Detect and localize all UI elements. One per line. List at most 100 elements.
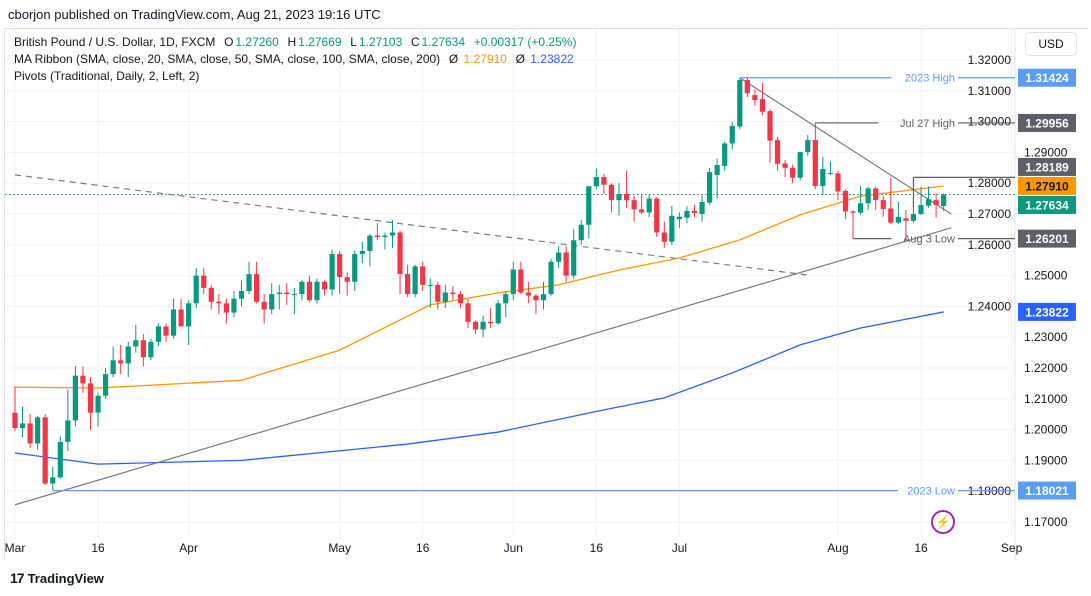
price-tick-label: 1.31000 xyxy=(968,84,1012,98)
candle-up xyxy=(291,294,297,296)
level-badge: 1.18021 xyxy=(1025,484,1069,498)
level-badge: 1.31424 xyxy=(1025,71,1069,85)
level-badge: 1.29956 xyxy=(1025,116,1069,130)
price-tick-label: 1.26000 xyxy=(968,238,1012,252)
candle-up xyxy=(133,340,139,347)
candle-down xyxy=(631,200,637,210)
candle-up xyxy=(299,281,305,295)
candle-down xyxy=(284,292,290,295)
footer-logo[interactable]: 17 TradingView xyxy=(10,570,104,586)
candle-up xyxy=(646,198,652,213)
legend-ma-row[interactable]: MA Ribbon (SMA, close, 20, SMA, close, 5… xyxy=(14,52,576,66)
candle-down xyxy=(337,254,343,278)
candle-down xyxy=(435,284,441,302)
price-tick-label: 1.32000 xyxy=(968,53,1012,67)
last-price-badge-bg xyxy=(1018,195,1076,214)
candle-down xyxy=(563,252,569,276)
candle-up xyxy=(269,294,275,310)
candle-up xyxy=(65,420,71,442)
candle-up xyxy=(578,224,584,241)
candle-up xyxy=(148,341,154,358)
candle-down xyxy=(118,360,124,364)
close-label: C xyxy=(410,35,420,49)
candle-up xyxy=(684,210,690,218)
sma50-badge-bg xyxy=(1018,176,1076,195)
candle-down xyxy=(420,266,426,285)
candle-up xyxy=(895,216,901,223)
candle-down xyxy=(405,274,411,295)
candle-down xyxy=(525,292,531,296)
level-label: Jul 27 High xyxy=(900,118,955,130)
time-tick-label: Apr xyxy=(179,541,198,555)
lightning-icon[interactable]: ⚡ xyxy=(931,510,955,534)
candle-up xyxy=(941,194,947,206)
candle-up xyxy=(155,326,162,342)
candle-up xyxy=(827,173,833,175)
candle-down xyxy=(450,292,456,295)
price-tick-label: 1.19000 xyxy=(1024,453,1068,467)
sma50-badge: 1.27910 xyxy=(1025,179,1069,193)
candle-down xyxy=(216,301,222,304)
pivots-label: Pivots (Traditional, Daily, 2, Left, 2) xyxy=(14,69,200,83)
candles xyxy=(12,77,947,491)
candle-up xyxy=(910,214,917,221)
candle-up xyxy=(170,309,177,336)
candle-up xyxy=(19,423,26,429)
candle-up xyxy=(480,321,486,330)
candle-up xyxy=(231,298,237,313)
level-label: 2023 High xyxy=(905,73,955,85)
candle-down xyxy=(80,375,86,384)
level-badge: 1.26201 xyxy=(1025,232,1069,246)
price-tick-label: 1.27000 xyxy=(968,207,1012,221)
time-tick-label: Mar xyxy=(5,541,26,555)
time-axis: Mar 16 Apr May 16 Jun 16 Jul Aug 16 Sep xyxy=(5,541,1023,555)
candle-up xyxy=(367,235,373,251)
currency-button[interactable]: USD xyxy=(1025,32,1077,56)
candle-up xyxy=(382,235,388,238)
candle-up xyxy=(359,250,365,255)
price-tick-label: 1.29000 xyxy=(1024,145,1068,159)
time-tick-label: Jul xyxy=(672,541,687,555)
time-tick-label: Sep xyxy=(1001,541,1023,555)
candle-up xyxy=(593,177,599,187)
candle-down xyxy=(623,193,630,201)
open-value: 1.27260 xyxy=(235,35,279,49)
candle-down xyxy=(87,383,94,413)
candle-up xyxy=(669,215,675,242)
level-label: 2023 Low xyxy=(907,486,955,498)
sma200-badge: 1.23822 xyxy=(1025,305,1069,319)
candle-up xyxy=(412,266,418,295)
tradingview-logo-icon: 17 xyxy=(10,570,25,586)
price-tick-label: 1.21000 xyxy=(1024,392,1068,406)
candle-down xyxy=(790,167,796,178)
candle-up xyxy=(737,80,743,127)
low-value: 1.27103 xyxy=(358,35,403,49)
time-tick-label: May xyxy=(328,541,351,555)
sma200-line xyxy=(14,311,944,465)
candle-down xyxy=(608,184,615,201)
price-tick-label: 1.23000 xyxy=(1024,330,1068,344)
candle-down xyxy=(397,232,403,275)
level-badge-bg xyxy=(1018,113,1076,132)
legend-pivots-row[interactable]: Pivots (Traditional, Daily, 2, Left, 2) xyxy=(14,69,201,83)
candle-up xyxy=(820,169,826,186)
candle-down xyxy=(933,200,939,206)
candle-down xyxy=(903,218,909,221)
ma-ribbon-label: MA Ribbon (SMA, close, 20, SMA, close, 5… xyxy=(14,52,441,66)
candle-down xyxy=(306,281,313,301)
candle-down xyxy=(654,198,660,233)
candle-down xyxy=(888,208,894,223)
chart-frame xyxy=(4,28,1088,561)
candle-up xyxy=(72,375,78,421)
level-badge-bg xyxy=(1018,481,1076,500)
candle-up xyxy=(35,417,41,444)
candle-up xyxy=(510,269,516,295)
candle-up xyxy=(495,303,501,324)
open-label: O xyxy=(224,35,234,49)
candle-down xyxy=(767,111,773,141)
high-value: 1.27669 xyxy=(298,35,342,49)
candle-up xyxy=(540,294,547,301)
trendline xyxy=(14,174,808,276)
